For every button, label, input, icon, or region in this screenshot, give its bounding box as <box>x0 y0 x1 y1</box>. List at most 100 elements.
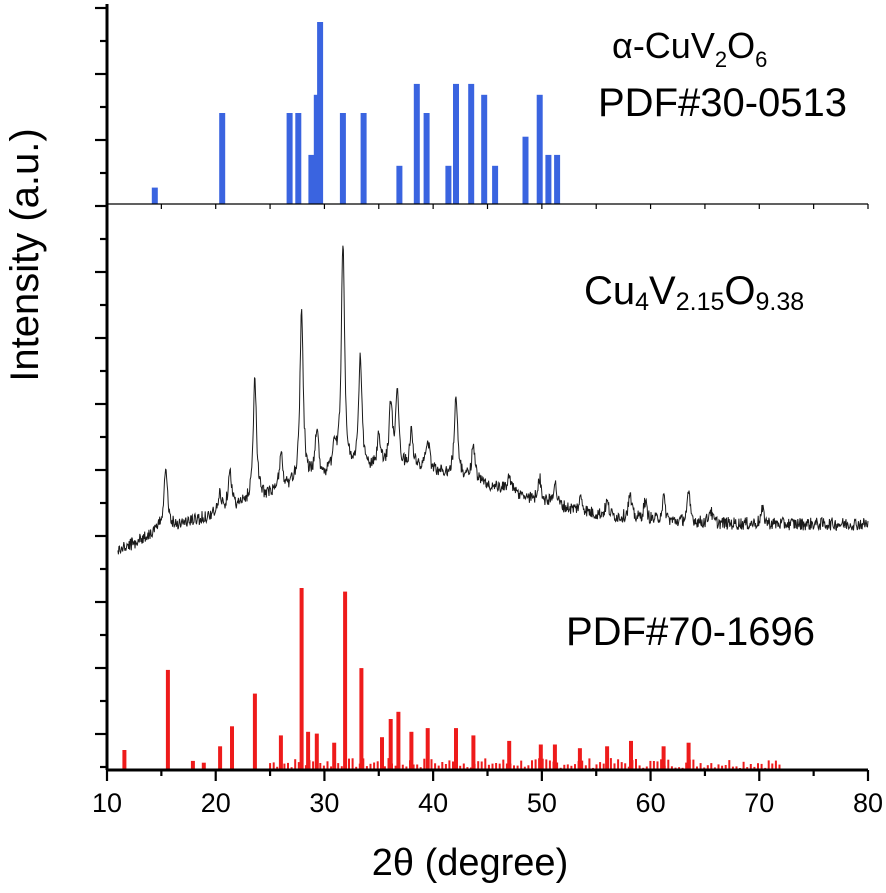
red-minor-stick <box>771 763 774 770</box>
red-minor-stick <box>358 763 361 770</box>
red-minor-stick <box>617 759 620 770</box>
red-minor-stick <box>297 762 300 770</box>
red-minor-stick <box>505 763 508 770</box>
label-cu-d: 2.15 <box>676 288 725 316</box>
red-minor-stick <box>365 766 368 770</box>
red-stick <box>454 728 458 770</box>
x-tick-label: 40 <box>418 788 448 818</box>
red-minor-stick <box>631 760 634 770</box>
red-minor-stick <box>620 762 623 770</box>
red-minor-stick <box>355 766 358 770</box>
red-stick <box>388 719 393 770</box>
red-minor-stick <box>405 766 408 770</box>
red-minor-stick <box>498 763 501 770</box>
y-axis-label: Intensity (a.u.) <box>3 128 47 381</box>
red-minor-stick <box>660 759 663 770</box>
red-minor-stick <box>495 763 498 770</box>
red-minor-stick <box>452 761 454 770</box>
red-stick <box>661 746 666 770</box>
series-cu4v2-15o9-38-pattern <box>117 245 869 555</box>
red-minor-stick <box>473 763 476 770</box>
red-minor-stick <box>391 763 393 770</box>
red-minor-stick <box>574 764 576 770</box>
label-alpha-sub1: 2 <box>715 47 727 72</box>
blue-stick <box>308 154 315 204</box>
red-minor-stick <box>778 764 781 770</box>
red-minor-stick <box>627 766 630 770</box>
red-minor-stick <box>487 764 490 770</box>
label-cu-a: Cu <box>584 269 635 313</box>
red-minor-stick <box>760 763 763 770</box>
red-minor-stick <box>724 765 727 770</box>
blue-stick <box>554 154 561 204</box>
red-minor-stick <box>742 761 745 770</box>
red-minor-stick <box>767 760 770 770</box>
label-alpha-base: α-CuV <box>612 25 715 66</box>
blue-stick <box>492 165 499 204</box>
red-stick <box>538 744 543 770</box>
red-minor-stick <box>441 762 444 770</box>
red-minor-stick <box>757 763 759 770</box>
red-stick <box>552 744 557 770</box>
red-minor-stick <box>409 760 411 770</box>
blue-stick <box>522 136 529 204</box>
red-minor-stick <box>728 760 731 770</box>
red-minor-stick <box>448 760 451 770</box>
blue-stick <box>360 113 367 204</box>
red-stick <box>278 735 283 770</box>
red-minor-stick <box>401 764 404 770</box>
red-minor-stick <box>398 762 401 770</box>
red-minor-stick <box>455 766 458 770</box>
blue-stick <box>219 113 226 204</box>
red-minor-stick <box>333 762 336 770</box>
red-minor-stick <box>749 764 752 770</box>
red-stick <box>359 668 364 770</box>
blue-stick <box>423 113 430 204</box>
red-minor-stick <box>279 765 282 770</box>
series-alpha-cuv2o6-sticks <box>151 22 561 204</box>
red-minor-stick <box>326 761 329 770</box>
red-stick <box>252 693 257 770</box>
red-minor-stick <box>502 759 505 770</box>
red-stick <box>201 762 206 770</box>
x-tick-label: 80 <box>853 788 883 818</box>
red-minor-stick <box>667 759 670 770</box>
red-stick <box>343 591 348 770</box>
x-axis-label: 2θ (degree) <box>372 842 568 884</box>
red-minor-stick <box>656 761 659 770</box>
red-minor-stick <box>287 762 289 770</box>
red-minor-stick <box>563 764 566 770</box>
red-minor-stick <box>581 760 584 770</box>
red-stick <box>332 742 337 770</box>
red-minor-stick <box>434 763 437 770</box>
blue-stick <box>453 83 459 204</box>
label-cu-f: 9.38 <box>756 288 805 316</box>
red-minor-stick <box>566 764 569 770</box>
red-stick <box>686 742 691 770</box>
red-minor-stick <box>459 765 462 770</box>
x-tick-label: 30 <box>309 788 339 818</box>
red-minor-stick <box>272 762 275 770</box>
red-minor-stick <box>534 759 537 770</box>
blue-stick <box>413 83 420 204</box>
red-minor-stick <box>387 758 390 770</box>
red-stick <box>425 728 430 770</box>
red-minor-stick <box>412 764 415 770</box>
red-minor-stick <box>322 765 325 770</box>
red-minor-stick <box>337 763 340 770</box>
blue-stick <box>468 83 475 204</box>
x-tick-label: 50 <box>527 788 557 818</box>
red-minor-stick <box>394 765 397 770</box>
x-tick-label: 60 <box>636 788 666 818</box>
label-cu-c: V <box>649 269 676 313</box>
red-minor-stick <box>731 766 734 770</box>
red-stick <box>605 746 610 770</box>
red-minor-stick <box>423 758 426 770</box>
axes: 10 20 30 40 50 60 70 80 <box>92 4 883 818</box>
red-minor-stick <box>437 765 440 770</box>
red-minor-stick <box>523 766 526 770</box>
red-minor-stick <box>301 763 304 770</box>
red-minor-stick <box>538 758 541 770</box>
red-minor-stick <box>304 765 307 770</box>
red-stick <box>190 760 195 770</box>
